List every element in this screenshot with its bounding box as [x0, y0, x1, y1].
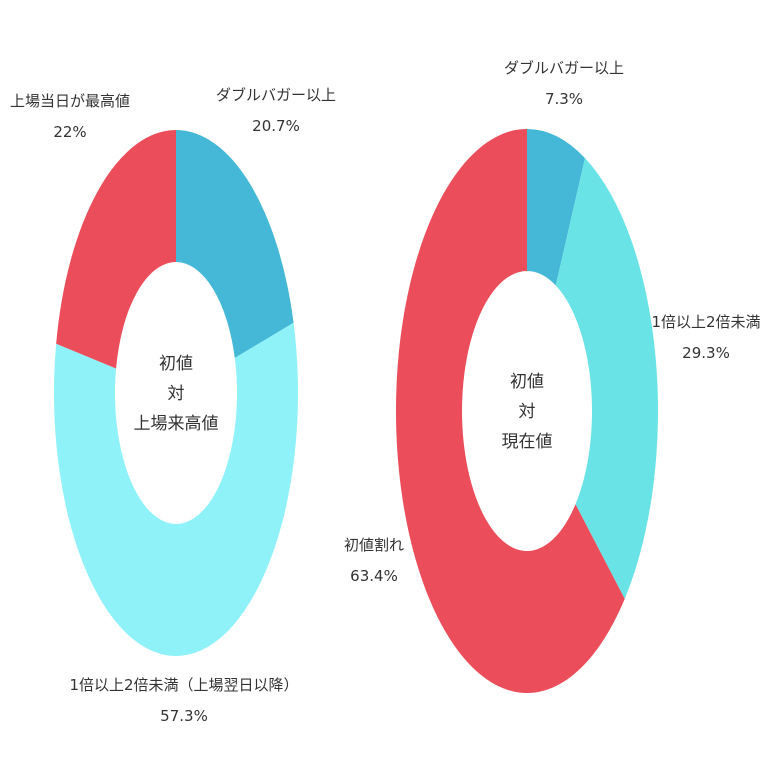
chart1-center-text-2: 対: [168, 384, 185, 404]
chart2-slice-3-value: 63.4%: [350, 567, 398, 585]
chart1-slice-1: [176, 130, 294, 359]
chart2-slice-3-label: 初値割れ: [344, 536, 404, 554]
chart1-center-text-3: 上場来高値: [134, 414, 219, 434]
chart2-center-text-2: 対: [519, 402, 536, 422]
chart1-slice-3-label: 上場当日が最高値: [10, 92, 130, 110]
chart1-slice-2: [53, 322, 299, 657]
chart1-center-text-1: 初値: [159, 354, 193, 374]
chart1-slice-2-label: 1倍以上2倍未満（上場翌日以降）: [69, 676, 298, 694]
chart2-slice-2: [555, 158, 658, 599]
chart2-slice-2-label: 1倍以上2倍未満: [651, 313, 760, 331]
chart1-slice-2-value: 57.3%: [160, 707, 208, 725]
chart2-slice-1-value: 7.3%: [545, 90, 583, 108]
chart2-center-text-1: 初値: [510, 372, 544, 392]
chart1-slice-1-value: 20.7%: [252, 117, 300, 135]
chart1-slice-3-value: 22%: [53, 123, 86, 141]
chart2-slice-1-label: ダブルバガー以上: [504, 59, 624, 77]
chart1-slice-1-label: ダブルバガー以上: [216, 86, 336, 104]
chart2-slice-1: [527, 129, 586, 286]
chart2-slice-2-value: 29.3%: [682, 344, 730, 362]
chart2-center-text-3: 現在値: [502, 432, 553, 452]
chart1-slice-3: [56, 130, 177, 369]
chart2-slice-3: [395, 129, 625, 694]
